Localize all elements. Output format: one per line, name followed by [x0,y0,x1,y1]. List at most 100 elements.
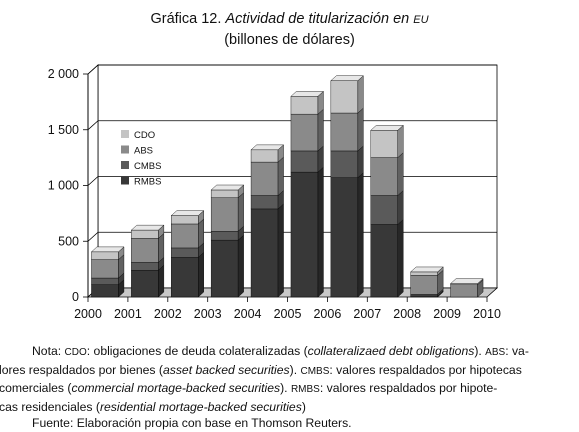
bar-2002 [130,224,165,298]
bar-2010 [450,278,484,298]
legend-label-cmbs: CMBS [134,161,161,172]
x-tick-label: 2010 [473,307,501,321]
y-tick-label: 1 500 [48,123,79,137]
bar-top-2001 [90,246,125,253]
note-line-4: cas residenciales (residential mortage-b… [0,399,306,414]
bar-segment-abs-2005 [250,161,279,196]
bar-side-rmbs-2007 [357,172,364,298]
bar-side-abs-2005 [277,156,284,196]
bar-side-rmbs-2004 [237,234,244,298]
bar-top-2004 [210,184,245,191]
gridline-side [87,120,99,131]
bar-segment-rmbs-2004 [210,239,239,298]
bar-segment-abs-2003 [171,223,199,249]
bar-segment-cdo-2004 [210,189,239,198]
x-tick-label: 2009 [433,307,461,321]
x-tick-label: 2006 [313,307,341,321]
bar-top-2002 [130,224,165,231]
stacked-bar-chart: 0 500 1 000 1 500 2 000 2000 2001 2002 2003 2004 2… [48,64,501,321]
legend-label-cdo: CDO [134,130,155,141]
y-tick-label: 1 000 [48,179,79,193]
bar-top-2010 [450,278,484,284]
bar-segment-cdo-2005 [250,149,279,163]
legend-swatch-abs [121,145,129,154]
legend-swatch-cdo [121,130,129,138]
bar-segment-cmbs-2006 [290,150,319,173]
bar-segment-rmbs-2007 [330,177,359,298]
y-tick-label: 0 [72,290,79,304]
chart-notes: Nota: CDO: obligaciones de deuda colater… [0,343,579,432]
legend-label-abs: ABS [134,146,153,157]
bar-segment-cdo-2007 [330,80,359,114]
bar-2003 [170,210,205,298]
bar-side-rmbs-2006 [317,166,324,298]
bar-segment-cdo-2001 [91,251,119,260]
gridline-side [87,231,99,242]
note-line-1: Nota: CDO: obligaciones de deuda colater… [32,344,529,358]
bar-2005 [250,144,285,298]
bar-segment-cmbs-2007 [330,150,359,178]
bar-segment-rmbs-2006 [290,171,319,298]
x-tick-label: 2008 [393,307,421,321]
title-main: Actividad de titularización en [225,11,410,27]
bar-2001 [90,246,125,298]
bar-segment-abs-2007 [330,112,359,152]
bar-top-2006 [290,91,324,97]
bar-segment-abs-2010 [450,284,478,298]
x-tick-label: 2001 [114,307,142,321]
bar-segment-cmbs-2001 [91,277,119,285]
bar-top-2008 [370,125,404,131]
bar-segment-abs-2002 [131,238,159,263]
bar-side-rmbs-2008 [397,219,404,298]
legend-swatch-cmbs [121,161,129,169]
title-prefix: Gráfica 12. [150,11,222,27]
bar-segment-cmbs-2009 [410,294,438,297]
x-tick-label: 2004 [234,307,262,321]
title-line: Gráfica 12. Actividad de titularización … [0,9,579,30]
x-tick-label: 2003 [194,307,222,321]
bar-segment-abs-2001 [91,259,119,279]
x-tick-label: 2007 [353,307,381,321]
bar-top-2003 [170,210,205,216]
bar-top-2007 [330,75,364,81]
bar-side-abs-2004 [237,192,244,232]
bar-segment-cmbs-2005 [250,195,279,210]
bar-segment-cmbs-2008 [370,195,398,225]
chart-title: Gráfica 12. Actividad de titularización … [0,9,579,50]
bar-segment-rmbs-2003 [171,257,199,298]
bar-2008 [370,124,404,298]
bar-side-cmbs-2007 [357,145,364,179]
bar-segment-cdo-2009 [410,271,438,276]
legend-label-rmbs: RMBS [134,177,161,188]
bar-segment-abs-2006 [290,113,319,152]
x-tick-label: 2000 [74,307,102,321]
bar-2006 [290,90,324,298]
bar-segment-abs-2009 [410,275,438,295]
bar-2004 [210,184,245,298]
bar-side-cmbs-2008 [397,190,404,225]
bar-segment-cmbs-2004 [210,231,239,241]
bar-side-cdo-2007 [357,75,364,114]
note-line-3: comerciales (commercial mortage-backed s… [0,381,498,395]
note-line-2: lores respaldados por bienes (asset back… [0,362,522,377]
y-tick-label: 2 000 [48,67,79,81]
gridline-side [87,176,99,186]
bar-segment-abs-2004 [210,197,239,232]
legend-swatch-rmbs [121,176,129,185]
bar-side-cdo-2008 [397,124,404,159]
note-source: Fuente: Elaboración propia con base en T… [32,416,352,430]
bar-segment-rmbs-2002 [131,270,159,298]
bar-segment-rmbs-2005 [250,208,279,298]
bar-segment-rmbs-2001 [91,284,119,298]
bar-top-2005 [250,144,285,151]
bar-segment-rmbs-2008 [370,224,398,298]
bar-2007 [330,75,364,298]
x-tick-label: 2002 [154,307,182,321]
bar-segment-cdo-2002 [131,229,159,239]
bar-side-rmbs-2003 [198,252,204,298]
bar-segment-cmbs-2002 [131,262,159,271]
bar-side-rmbs-2002 [158,264,165,298]
bar-segment-cdo-2006 [290,96,319,115]
bar-segment-abs-2008 [370,157,398,196]
title-region: EU [413,14,429,26]
